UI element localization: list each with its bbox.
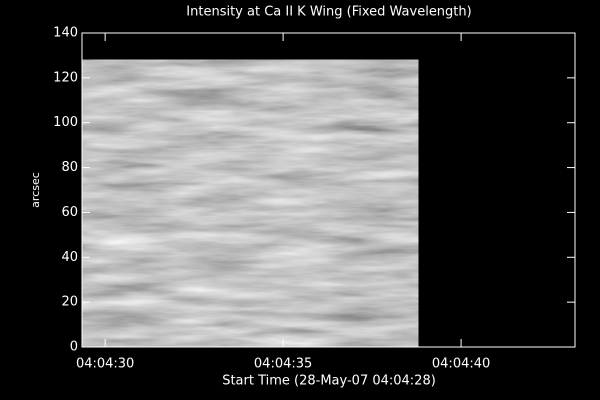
y-tick-label: 20 [61, 295, 78, 310]
y-tick-label: 40 [61, 250, 78, 265]
axes: 0 20 40 60 80 100 120 140 04:04:30 04:04:35 04:04:… [53, 26, 576, 372]
x-tick-label: 04:04:30 [76, 357, 134, 372]
y-tick-label: 0 [70, 340, 78, 355]
x-tick-label: 04:04:40 [432, 357, 490, 372]
image-layer [82, 59, 419, 348]
y-tick-label: 140 [53, 26, 78, 41]
y-tick-label: 60 [61, 205, 78, 220]
y-tick-label: 100 [53, 115, 78, 130]
x-tick-label: 04:04:35 [254, 357, 312, 372]
x-axis-label: Start Time (28-May-07 04:04:28) [222, 374, 436, 389]
plot-frame [81, 32, 576, 348]
y-tick-label: 120 [53, 70, 78, 85]
y-axis-label: arcsec [29, 172, 42, 208]
y-tick-label: 80 [61, 160, 78, 175]
chart-title: Intensity at Ca II K Wing (Fixed Wavelen… [186, 5, 471, 20]
image [82, 59, 419, 348]
